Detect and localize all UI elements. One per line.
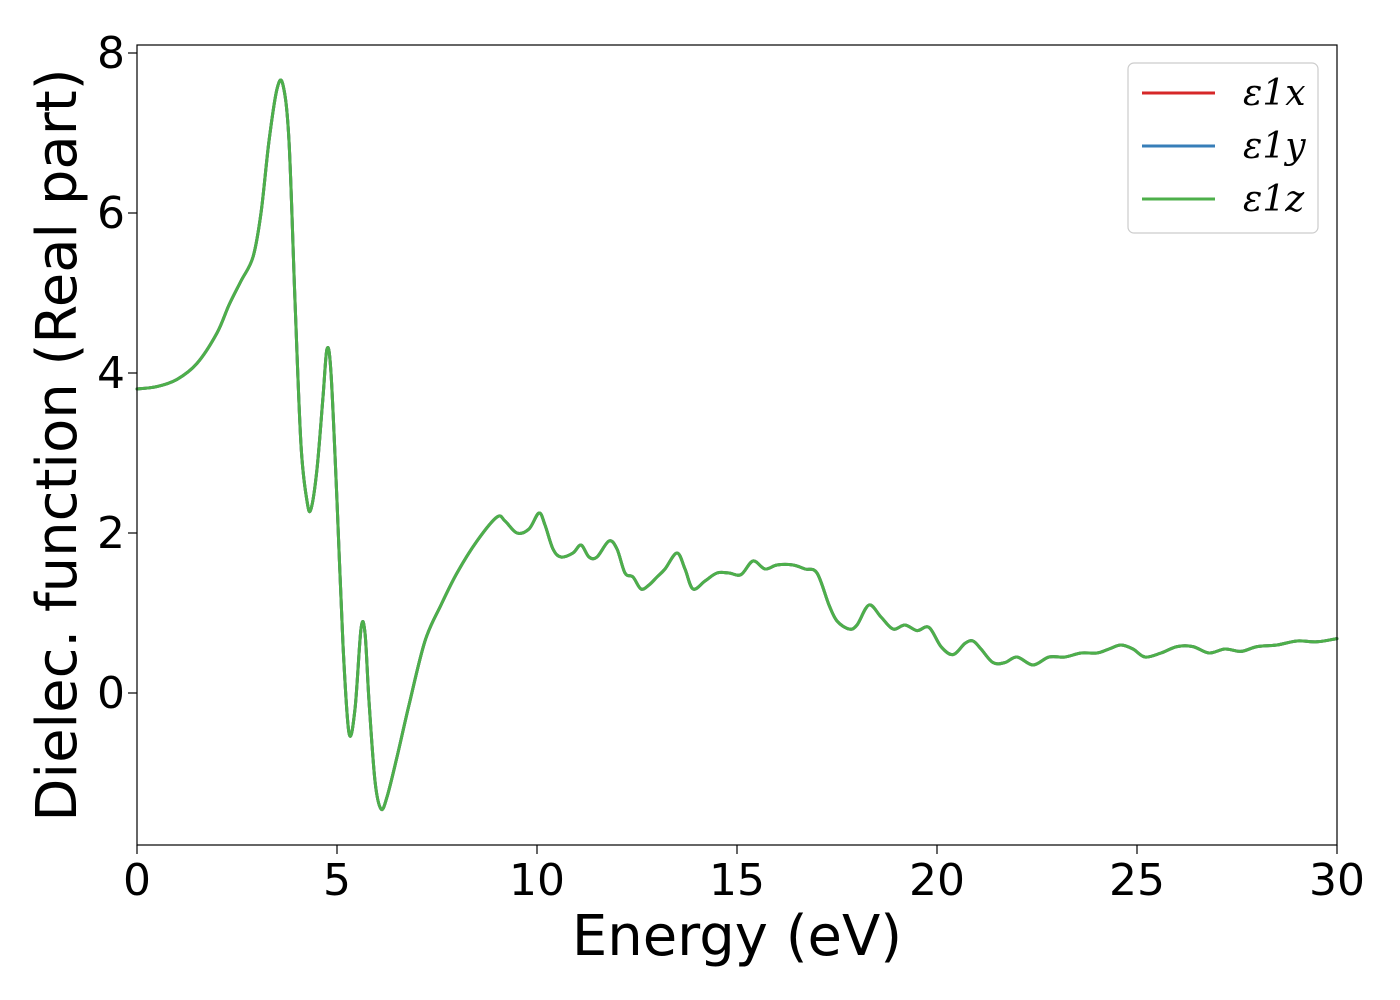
x-axis: 0 5 10 15 20 25 30 (123, 845, 1365, 906)
y-tick-label: 4 (97, 348, 125, 399)
x-tick-label: 20 (909, 855, 965, 906)
x-tick-label: 15 (709, 855, 765, 906)
y-tick-label: 0 (97, 668, 125, 719)
series-line-3 (135, 78, 1339, 812)
y-tick-label: 2 (97, 508, 125, 559)
y-axis-label: Dielec. function (Real part) (25, 68, 90, 821)
legend: ε1x ε1y ε1z (1127, 62, 1319, 234)
x-axis-label: Energy (eV) (572, 904, 902, 969)
y-tick-label: 6 (97, 188, 125, 239)
legend-label-2: ε1y (1243, 126, 1306, 167)
x-tick-label: 5 (323, 855, 351, 906)
x-tick-label: 10 (509, 855, 565, 906)
x-tick-label: 25 (1109, 855, 1165, 906)
legend-label-1: ε1x (1243, 73, 1306, 114)
legend-label-3: ε1z (1243, 179, 1305, 220)
series-layer (135, 78, 1339, 812)
y-tick-label: 8 (97, 28, 125, 79)
y-axis: 0 2 4 6 8 (97, 28, 137, 719)
x-tick-label: 0 (123, 855, 151, 906)
legend-box (1127, 62, 1319, 234)
x-tick-label: 30 (1309, 855, 1365, 906)
